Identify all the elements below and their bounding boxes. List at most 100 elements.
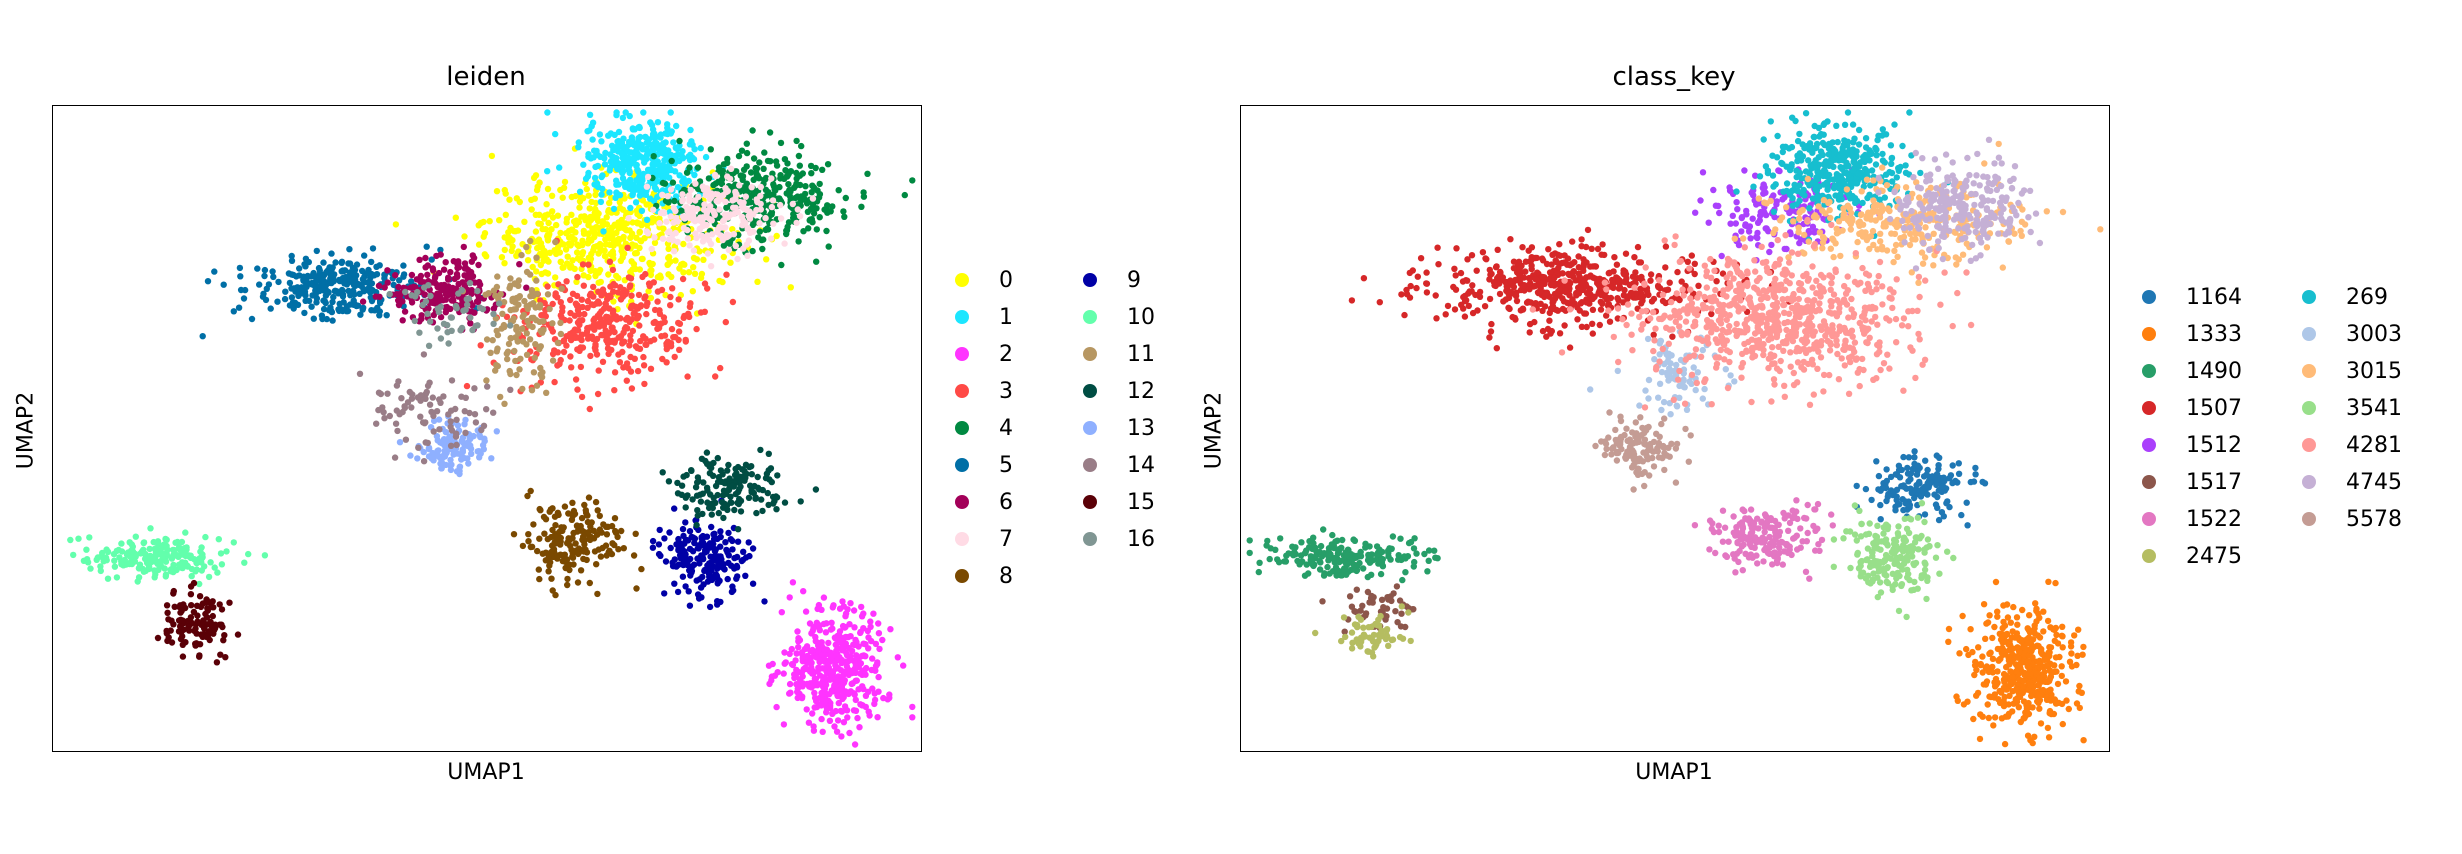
scatter-point <box>470 254 478 262</box>
scatter-point <box>484 383 491 390</box>
scatter-point <box>756 159 763 166</box>
legend-label: 4 <box>999 415 1013 441</box>
scatter-point <box>632 530 639 537</box>
scatter-point <box>724 575 731 583</box>
scatter-point <box>2059 644 2066 651</box>
scatter-point <box>537 261 544 269</box>
scatter-point <box>353 302 360 310</box>
scatter-point <box>413 276 421 283</box>
scatter-point <box>546 508 553 515</box>
scatter-point <box>643 183 651 190</box>
scatter-point <box>710 531 717 538</box>
scatter-point <box>576 188 584 195</box>
scatter-point <box>462 394 469 401</box>
scatter-point <box>633 162 640 169</box>
scatter-point <box>1650 331 1657 338</box>
scatter-point <box>147 552 154 560</box>
scatter-point <box>739 222 746 229</box>
scatter-point <box>2080 737 2087 744</box>
scatter-point <box>476 304 484 311</box>
scatter-point <box>819 166 826 173</box>
scatter-point <box>465 460 472 467</box>
scatter-point <box>732 465 739 473</box>
scatter-point <box>579 344 587 351</box>
scatter-point <box>2047 644 2055 651</box>
scatter-point <box>697 144 704 152</box>
scatter-point <box>529 288 536 295</box>
scatter-point <box>574 386 581 393</box>
scatter-point <box>420 458 428 465</box>
scatter-point <box>879 636 886 644</box>
scatter-point <box>729 583 736 590</box>
scatter-point <box>1389 533 1397 540</box>
scatter-point <box>2029 636 2037 643</box>
scatter-point <box>113 574 121 581</box>
scatter-point <box>587 255 595 263</box>
scatter-point <box>140 539 147 547</box>
scatter-point <box>809 195 817 202</box>
scatter-point <box>1407 282 1414 290</box>
scatter-point <box>453 430 460 437</box>
scatter-point <box>163 602 171 609</box>
scatter-point <box>750 176 757 183</box>
scatter-point <box>712 482 720 490</box>
scatter-point <box>786 594 793 601</box>
scatter-point <box>670 204 677 212</box>
scatter-point <box>624 244 631 251</box>
scatter-point <box>147 525 154 532</box>
scatter-point <box>696 225 704 232</box>
scatter-point <box>720 242 728 249</box>
legend-marker <box>1083 532 1097 546</box>
scatter-point <box>654 119 662 126</box>
scatter-point <box>634 367 642 375</box>
scatter-point <box>2026 612 2033 619</box>
scatter-point <box>290 271 297 279</box>
scatter-point <box>302 297 309 304</box>
scatter-point <box>610 298 617 305</box>
scatter-point <box>496 217 503 224</box>
scatter-point <box>140 568 148 575</box>
scatter-point <box>842 610 850 617</box>
scatter-point <box>303 283 310 290</box>
scatter-point <box>578 296 585 303</box>
scatter-point <box>778 261 785 269</box>
scatter-point <box>697 498 705 505</box>
scatter-point <box>336 307 343 315</box>
scatter-point <box>712 191 719 198</box>
scatter-point <box>128 548 136 555</box>
scatter-point <box>838 659 845 667</box>
scatter-point <box>567 542 574 550</box>
scatter-point <box>1972 658 1979 666</box>
scatter-point <box>667 302 674 309</box>
scatter-point <box>766 680 773 688</box>
scatter-point <box>662 291 669 299</box>
scatter-point <box>345 260 352 267</box>
scatter-point <box>1246 549 1253 557</box>
scatter-point <box>723 204 730 211</box>
scatter-point <box>806 217 813 224</box>
scatter-point <box>581 213 588 220</box>
scatter-point <box>656 526 663 534</box>
scatter-point <box>549 526 556 534</box>
scatter-point <box>862 641 869 648</box>
scatter-point <box>654 144 661 152</box>
scatter-point <box>790 210 797 218</box>
scatter-point <box>754 473 761 481</box>
scatter-point <box>839 643 847 651</box>
scatter-point <box>320 259 327 266</box>
scatter-point <box>872 667 879 674</box>
scatter-point <box>1373 551 1380 558</box>
scatter-point <box>487 349 494 356</box>
scatter-point <box>615 137 622 145</box>
scatter-point <box>587 290 595 297</box>
scatter-point <box>651 239 659 246</box>
scatter-point <box>725 529 732 537</box>
scatter-point <box>724 155 731 163</box>
scatter-point <box>408 404 415 411</box>
scatter-point <box>2015 654 2022 661</box>
scatter-point <box>900 662 907 669</box>
scatter-point <box>338 268 345 275</box>
scatter-point <box>821 646 829 654</box>
scatter-point <box>431 300 439 307</box>
scatter-point <box>198 544 205 551</box>
